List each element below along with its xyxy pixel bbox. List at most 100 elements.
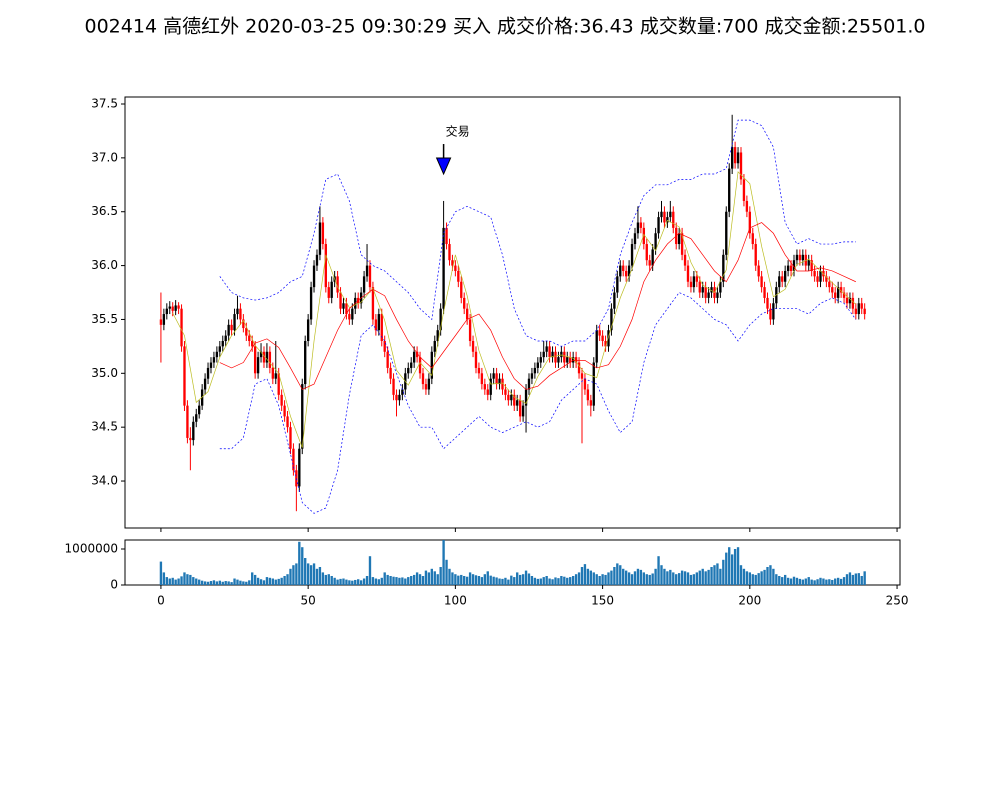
candle-body [504, 389, 507, 395]
volume-bar [492, 576, 495, 585]
candle-body [192, 421, 195, 441]
candle-body [598, 330, 601, 336]
candle-body [418, 357, 422, 374]
volume-bar [675, 574, 678, 585]
candle-body [463, 297, 466, 309]
candle-body [689, 281, 693, 288]
candle-body [845, 297, 849, 304]
candle-body [454, 265, 457, 271]
candle-body [236, 308, 239, 315]
volume-bar [524, 570, 528, 585]
volume-bar [186, 574, 189, 585]
volume-bar [530, 576, 534, 585]
volume-bar [680, 570, 684, 585]
volume-bar [792, 576, 796, 585]
volume-bar [783, 574, 787, 585]
candle-body [215, 351, 219, 358]
candle-body [704, 287, 707, 298]
annotation-label: 交易 [446, 124, 470, 139]
candle-body [445, 227, 448, 245]
volume-bar [298, 541, 301, 585]
candle-body [730, 147, 734, 169]
volume-bar [463, 576, 466, 585]
candle-body [836, 287, 840, 298]
candle-body [436, 330, 439, 341]
candle-body [230, 324, 233, 331]
volume-bar [386, 574, 389, 585]
candle-body [200, 389, 204, 406]
candle-body [548, 346, 551, 358]
volume-bar [725, 552, 728, 585]
candle-body [725, 211, 728, 255]
y-tick-label: 1000000 [65, 542, 118, 556]
volume-bar [577, 572, 581, 585]
candle-body [651, 249, 654, 266]
volume-bar [159, 561, 163, 585]
indicator-line [219, 119, 856, 347]
candle-body [851, 297, 855, 309]
volume-bar [781, 577, 784, 585]
volume-bar [309, 565, 313, 585]
volume-bar [295, 563, 298, 585]
volume-bar [701, 568, 704, 585]
volume-bar [215, 581, 219, 585]
volume-bar [359, 580, 363, 585]
candle-body [339, 292, 342, 309]
volume-bar [180, 576, 183, 585]
volume-bar [251, 572, 254, 585]
volume-bar [778, 576, 781, 585]
candle-body [368, 265, 372, 288]
volume-bar [200, 580, 204, 585]
volume-bar [407, 577, 410, 585]
volume-bar [719, 568, 722, 585]
volume-bar [521, 574, 525, 585]
candle-body [239, 308, 242, 320]
volume-bar [436, 574, 439, 585]
candle-body [739, 152, 743, 180]
volume-bar [819, 577, 822, 585]
candle-body [577, 362, 581, 374]
candle-body [742, 179, 746, 201]
volume-bar [574, 574, 578, 585]
candle-body [539, 357, 542, 363]
volume-bar [842, 577, 846, 585]
volume-bar [551, 579, 554, 585]
candle-body [324, 244, 327, 288]
candle-body [271, 367, 274, 379]
candle-body [486, 389, 489, 395]
candle-body [209, 362, 213, 368]
volume-bar [613, 567, 616, 585]
y-tick-label: 34.5 [91, 420, 118, 434]
volume-bar [763, 569, 766, 585]
volume-bar [518, 574, 522, 585]
candle-body [686, 265, 690, 282]
volume-bar [601, 574, 604, 585]
candle-body [212, 357, 216, 363]
candle-body [195, 414, 198, 422]
volume-bar [651, 573, 654, 585]
x-tick-label: 200 [738, 594, 761, 608]
volume-bar [389, 576, 392, 585]
volume-bar [698, 570, 701, 585]
volume-bar [795, 577, 799, 585]
candle-body [483, 384, 486, 390]
candle-body [857, 303, 860, 315]
volume-bar [636, 568, 640, 585]
candle-body [524, 389, 528, 406]
volume-bar [218, 580, 221, 585]
volume-bar [162, 572, 166, 585]
candle-body [601, 335, 604, 341]
x-tick-label: 100 [444, 594, 467, 608]
candle-body [554, 351, 557, 363]
candle-body [312, 265, 316, 288]
volume-bar [648, 574, 651, 585]
volume-bar [736, 547, 740, 585]
volume-bar [501, 578, 504, 585]
volume-bar [831, 579, 834, 585]
volume-bar [203, 581, 207, 585]
volume-bar [348, 580, 351, 585]
volume-bar [728, 547, 731, 585]
candle-body [309, 287, 313, 320]
annotation-arrow [435, 157, 452, 176]
volume-bar [545, 576, 548, 585]
